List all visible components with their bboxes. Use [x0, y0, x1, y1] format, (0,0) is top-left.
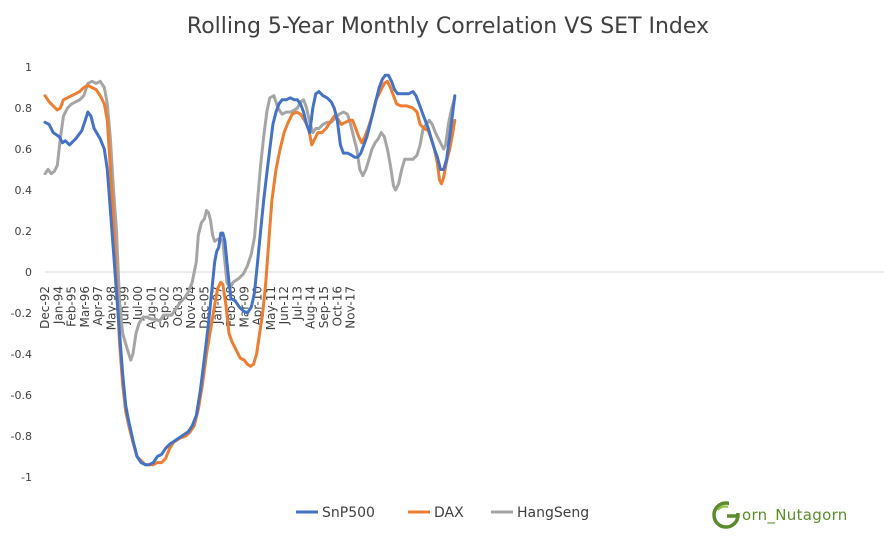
- y-tick-label: -0.8: [11, 430, 32, 443]
- legend-label-snp500: SnP500: [322, 505, 375, 521]
- x-tick-label: Sep-15: [317, 286, 331, 328]
- x-tick-label: May-98: [104, 286, 118, 330]
- legend-label-dax: DAX: [434, 505, 464, 521]
- x-tick-label: Jan-94: [51, 286, 65, 325]
- brand-logo: [708, 499, 890, 533]
- x-tick-label: Apr-97: [91, 286, 105, 326]
- x-tick-label: Jul-13: [290, 286, 304, 321]
- y-tick-label: 0.6: [15, 143, 33, 156]
- x-tick-label: Feb-95: [65, 286, 79, 327]
- x-axis: Dec-92 Jan-94 Feb-95 Mar-96 Apr-97 May-98 Jun-…: [38, 286, 358, 330]
- brand-g-icon: [712, 500, 743, 529]
- x-tick-label: Nov-17: [344, 286, 358, 329]
- legend: SnP500 DAX HangSeng: [296, 505, 589, 521]
- y-tick-label: -1: [21, 471, 32, 484]
- series-group: [43, 73, 457, 467]
- y-axis: 1 0.8 0.6 0.4 0.2 0 -0.2 -0.4 -0.6 -0.8 -1: [11, 61, 32, 484]
- chart-title: Rolling 5-Year Monthly Correlation VS SE…: [186, 14, 710, 39]
- y-tick-label: 0.2: [15, 225, 33, 238]
- series-line-snp500: [43, 73, 457, 467]
- x-tick-label: Aug-01: [144, 286, 158, 329]
- y-tick-label: -0.4: [11, 348, 32, 361]
- x-tick-label: May-11: [264, 286, 278, 330]
- x-tick-label: Mar-09: [237, 286, 251, 327]
- x-tick-label: Dec-92: [38, 286, 52, 329]
- series-line-dax: [43, 79, 457, 467]
- y-tick-label: 0.4: [15, 184, 33, 197]
- y-tick-label: -0.2: [11, 307, 32, 320]
- y-tick-label: 0.8: [15, 102, 33, 115]
- x-tick-label: Nov-04: [184, 286, 198, 329]
- series-line-hangseng: [43, 79, 457, 362]
- x-tick-label: Jun-12: [277, 286, 291, 325]
- x-tick-label: Oct-16: [330, 286, 344, 326]
- x-tick-label: Aug-14: [304, 286, 318, 329]
- x-tick-label: Jul-00: [131, 286, 145, 321]
- legend-label-hangseng: HangSeng: [517, 505, 589, 521]
- y-tick-label: 0: [25, 266, 32, 279]
- brand-text: orn_Nutagorn: [742, 506, 848, 524]
- y-tick-label: -0.6: [11, 389, 32, 402]
- x-tick-label: Mar-96: [78, 286, 92, 327]
- y-tick-label: 1: [25, 61, 32, 74]
